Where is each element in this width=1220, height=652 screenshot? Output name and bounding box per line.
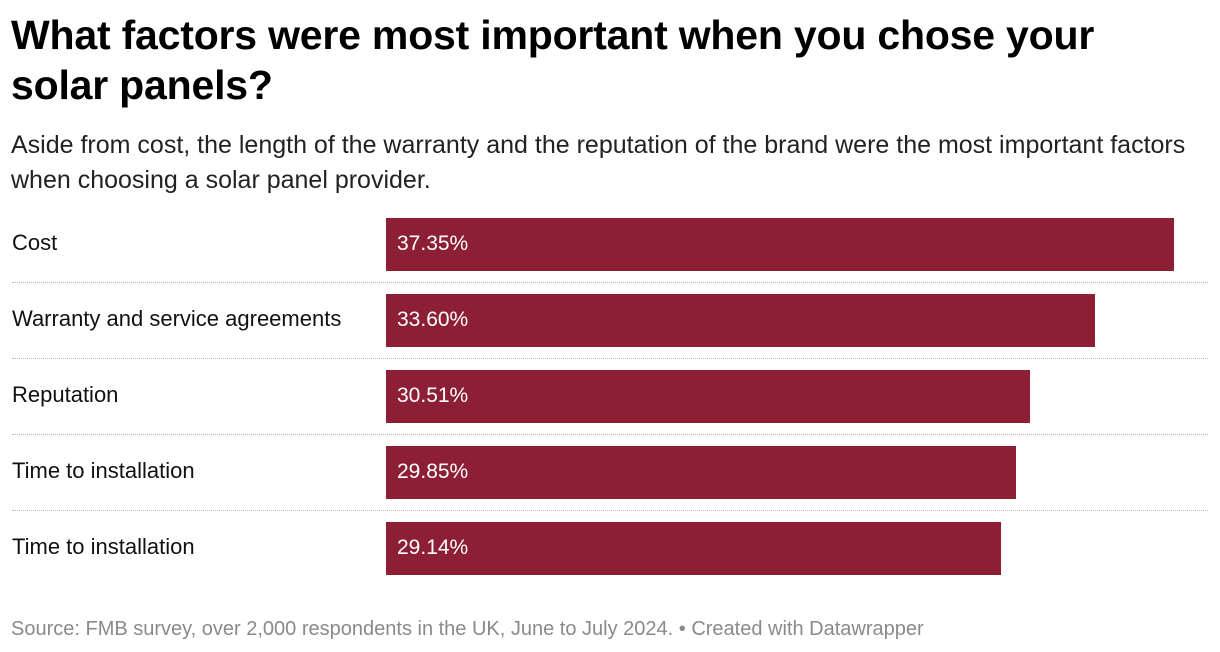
bar-value-label: 33.60% xyxy=(397,308,469,331)
category-label: Cost xyxy=(12,230,58,255)
bar-value-label: 29.85% xyxy=(397,460,469,483)
bar-row: Time to installation 29.14% xyxy=(0,516,1220,592)
row-divider xyxy=(12,358,1208,359)
bar-row: Warranty and service agreements 33.60% xyxy=(0,288,1220,364)
row-divider xyxy=(12,282,1208,283)
chart-subtitle: Aside from cost, the length of the warra… xyxy=(11,131,1186,194)
bar-value-label: 29.14% xyxy=(397,536,469,559)
category-label: Time to installation xyxy=(12,458,195,483)
category-label: Time to installation xyxy=(12,534,195,559)
bar: 37.35% xyxy=(386,218,1174,271)
source-note: Source: FMB survey, over 2,000 responden… xyxy=(11,618,924,640)
bar: 29.14% xyxy=(386,522,1001,575)
category-label: Reputation xyxy=(12,382,119,407)
category-label: Warranty and service agreements xyxy=(12,306,342,331)
bar-value-label: 37.35% xyxy=(397,232,469,255)
bar: 33.60% xyxy=(386,294,1095,347)
row-divider xyxy=(12,434,1208,435)
bar-row: Reputation 30.51% xyxy=(0,364,1220,440)
chart-title: What factors were most important when yo… xyxy=(11,12,1095,108)
bar-chart: Cost 37.35% Warranty and service agreement… xyxy=(0,212,1220,592)
bar: 30.51% xyxy=(386,370,1030,423)
bar-row: Cost 37.35% xyxy=(0,212,1220,288)
bar-row: Time to installation 29.85% xyxy=(0,440,1220,516)
bar-value-label: 30.51% xyxy=(397,384,469,407)
bar: 29.85% xyxy=(386,446,1016,499)
row-divider xyxy=(12,510,1208,511)
